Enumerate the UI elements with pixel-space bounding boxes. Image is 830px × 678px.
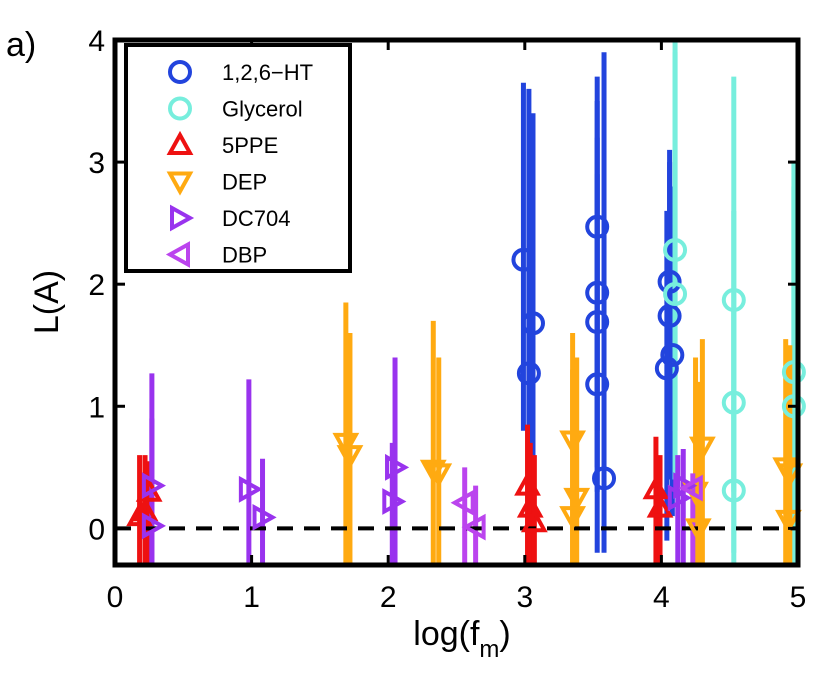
marker-glycerol [781, 394, 806, 419]
marker-1-2-6-ht [520, 311, 545, 336]
legend-label-dep: DEP [222, 170, 267, 195]
marker-dc704 [667, 484, 692, 512]
marker-dep [684, 518, 712, 543]
marker-1-2-6-ht [511, 247, 536, 272]
legend-label-glycerol: Glycerol [222, 97, 303, 122]
legend-marker-glycerol [168, 96, 192, 121]
x-axis-title: log(fm) [413, 615, 510, 663]
legend-label-5ppe: 5PPE [222, 133, 278, 158]
marker-glycerol [781, 360, 806, 385]
marker-dc704 [385, 453, 410, 481]
marker-dep [559, 506, 587, 531]
marker-5ppe [642, 475, 670, 500]
legend-marker-5ppe [166, 130, 194, 155]
marker-5ppe [514, 471, 541, 496]
marker-1-2-6-ht [657, 303, 682, 328]
data-markers [126, 214, 806, 543]
plot-frame [112, 37, 801, 568]
x-axis-title-main: log(f [413, 615, 480, 653]
marker-dep [419, 459, 447, 484]
marker-glycerol [721, 390, 746, 415]
marker-dep [425, 463, 453, 488]
x-tick-label: 0 [107, 581, 124, 614]
marker-dbp [461, 513, 486, 541]
y-tick-label: 1 [88, 391, 105, 424]
marker-1-2-6-ht [585, 214, 610, 239]
marker-dbp [678, 474, 703, 502]
marker-dc704 [141, 512, 167, 540]
legend-marker-dbp [165, 241, 190, 268]
y-tick-label: 0 [88, 513, 105, 546]
y-tick-labels: 0 1 2 3 4 [88, 25, 105, 546]
marker-glycerol [721, 478, 746, 503]
legend-label-dc704: DC704 [222, 206, 290, 231]
marker-5ppe [520, 508, 548, 533]
marker-1-2-6-ht [657, 269, 682, 294]
marker-1-2-6-ht [592, 466, 617, 491]
axis-ticks [113, 38, 800, 565]
marker-5ppe [646, 493, 674, 518]
marker-dc704 [382, 488, 407, 515]
x-tick-label: 2 [380, 581, 397, 614]
marker-dep [563, 487, 591, 512]
marker-glycerol [663, 281, 688, 306]
marker-dep [776, 463, 804, 488]
legend-label-dbp: DBP [222, 243, 267, 268]
marker-1-2-6-ht [585, 310, 610, 335]
marker-1-2-6-ht [585, 280, 610, 305]
x-axis-title-close: ) [499, 615, 510, 653]
marker-dep [332, 432, 360, 458]
legend-items: 1,2,6−HT Glycerol 5PPE DEP DC704 DBP [165, 60, 313, 268]
y-axis-title: L(A) [28, 270, 66, 334]
x-tick-labels: 0 1 2 3 4 5 [107, 581, 807, 614]
marker-dc704 [238, 475, 263, 503]
marker-1-2-6-ht [660, 343, 685, 367]
legend: 1,2,6−HT Glycerol 5PPE DEP DC704 DBP [124, 43, 352, 273]
legend-marker-1-2-6-ht [168, 60, 192, 84]
x-tick-label: 3 [516, 581, 533, 614]
x-tick-label: 1 [243, 581, 260, 614]
x-tick-label: 4 [653, 581, 670, 614]
marker-glycerol [663, 238, 688, 262]
marker-dep [559, 430, 587, 455]
y-tick-label: 2 [88, 269, 105, 302]
marker-dbp [450, 489, 475, 517]
marker-dc704 [141, 472, 167, 500]
marker-dep [775, 509, 802, 534]
plot-area [112, 37, 806, 568]
panel-label: a) [6, 26, 36, 64]
legend-label-1-2-6-ht: 1,2,6−HT [222, 60, 313, 85]
x-tick-label: 5 [790, 581, 807, 614]
marker-1-2-6-ht [585, 372, 610, 397]
legend-marker-dc704 [170, 204, 195, 232]
marker-dc704 [252, 503, 277, 531]
x-axis-title-subscript: m [479, 636, 499, 663]
y-tick-label: 4 [88, 25, 105, 58]
marker-1-2-6-ht [516, 361, 541, 386]
legend-marker-dep [166, 171, 194, 196]
marker-dep [688, 436, 716, 461]
y-tick-label: 3 [88, 147, 105, 180]
marker-1-2-6-ht [654, 356, 679, 381]
legend-box [124, 43, 352, 273]
marker-glycerol [721, 288, 746, 313]
marker-dep [336, 445, 364, 470]
